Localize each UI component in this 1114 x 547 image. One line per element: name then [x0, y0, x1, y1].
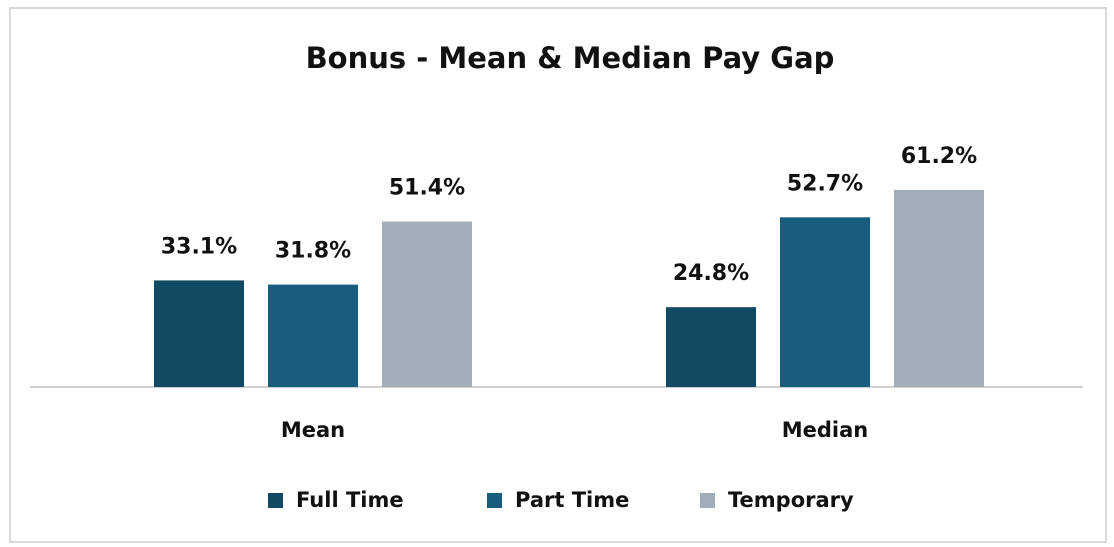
- x-tick-label: Mean: [281, 418, 345, 442]
- data-label: 33.1%: [161, 234, 237, 259]
- chart-title: Bonus - Mean & Median Pay Gap: [306, 41, 835, 75]
- bar: [154, 280, 244, 387]
- bar: [382, 221, 472, 387]
- data-label: 24.8%: [673, 261, 749, 286]
- bar: [894, 189, 984, 387]
- legend-label: Full Time: [296, 488, 404, 512]
- legend-swatch: [268, 493, 283, 508]
- data-label: 61.2%: [901, 144, 977, 169]
- data-label: 52.7%: [787, 171, 863, 196]
- bar: [666, 307, 756, 387]
- data-label: 31.8%: [275, 239, 351, 264]
- bar: [268, 284, 358, 387]
- legend-swatch: [487, 493, 502, 508]
- bar: [780, 217, 870, 387]
- legend-label: Temporary: [728, 488, 854, 512]
- legend-label: Part Time: [515, 488, 629, 512]
- data-label: 51.4%: [389, 175, 465, 200]
- legend-swatch: [700, 493, 715, 508]
- x-tick-label: Median: [782, 418, 869, 442]
